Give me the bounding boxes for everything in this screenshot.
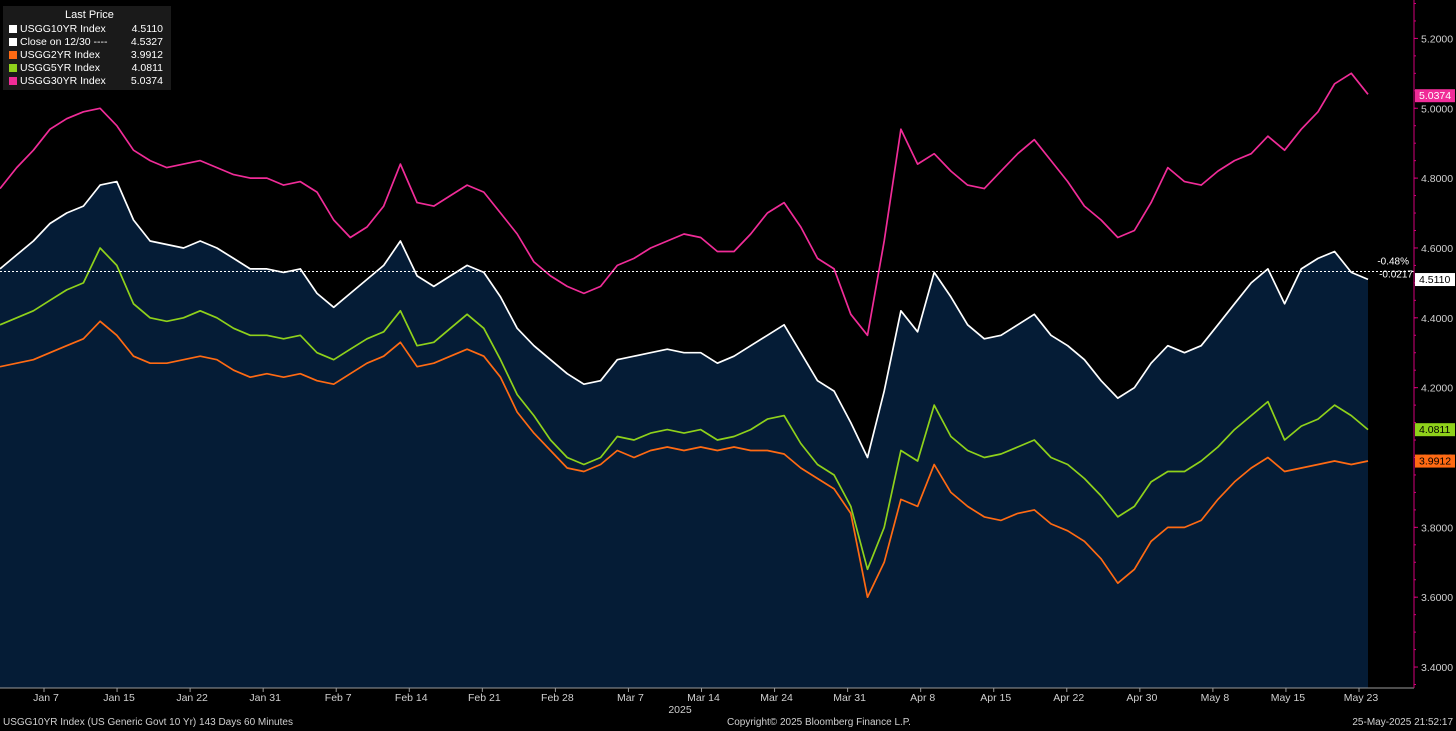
legend-entry-name: USGG10YR Index	[20, 23, 106, 35]
legend-entry-value: 4.0811	[131, 62, 163, 74]
y-tick-label: 5.2000	[1421, 33, 1453, 45]
x-tick-label: Mar 14	[687, 692, 720, 704]
last-value-tag-text: 4.0811	[1419, 424, 1450, 436]
x-tick-label: Feb 14	[395, 692, 428, 704]
x-year-label: 2025	[668, 704, 692, 716]
reference-change-abs: -0.0217	[1379, 269, 1413, 280]
x-tick-label: Feb 28	[541, 692, 574, 704]
x-tick-label: Mar 31	[833, 692, 866, 704]
legend-entry-name: USGG30YR Index	[20, 75, 106, 87]
legend-title: Last Price	[65, 9, 114, 21]
last-value-tag-text: 3.9912	[1419, 456, 1451, 468]
y-tick-label: 4.2000	[1421, 383, 1453, 395]
x-tick-label: Jan 7	[33, 692, 59, 704]
x-tick-label: Apr 8	[910, 692, 935, 704]
legend: Last Price USGG10YR Index 4.5110 Close o…	[3, 6, 171, 90]
last-value-tag	[1415, 273, 1455, 287]
legend-entry-value: 3.9912	[130, 49, 163, 61]
legend-entry: USGG2YR Index 3.9912	[9, 49, 169, 61]
legend-entry: USGG5YR Index 4.0811	[9, 62, 169, 74]
legend-entry: USGG30YR Index 5.0374	[9, 75, 169, 87]
legend-entry-name: USGG2YR Index	[20, 49, 100, 61]
legend-swatch	[9, 64, 17, 72]
x-tick-label: Apr 15	[980, 692, 1011, 704]
series-line-usgg30yr-index	[0, 72, 1369, 337]
legend-entry: USGG10YR Index 4.5110	[9, 23, 169, 35]
x-tick-label: Feb 7	[325, 692, 352, 704]
y-tick-label: 3.4000	[1421, 662, 1453, 674]
y-tick-label: 4.8000	[1421, 173, 1453, 185]
legend-swatch	[9, 51, 17, 59]
last-value-tag	[1415, 423, 1455, 437]
legend-entry-name: USGG5YR Index	[20, 62, 100, 74]
series-line-usgg5yr-index	[0, 247, 1369, 571]
legend-entry: Close on 12/30 ---- 4.5327	[9, 36, 169, 48]
footer-description: USGG10YR Index (US Generic Govt 10 Yr) 1…	[3, 717, 293, 728]
x-tick-label: Jan 22	[176, 692, 208, 704]
area-fill-usgg10yr	[0, 181, 1368, 688]
x-tick-label: Mar 24	[760, 692, 793, 704]
footer-timestamp: 25-May-2025 21:52:17	[1352, 717, 1453, 728]
legend-entry-value: 4.5327	[130, 36, 163, 48]
legend-entry-value: 5.0374	[130, 75, 163, 87]
x-tick-label: May 23	[1344, 692, 1379, 704]
x-tick-label: Apr 22	[1053, 692, 1084, 704]
reference-change-pct: -0.48%	[1377, 256, 1409, 267]
x-tick-label: Mar 7	[617, 692, 644, 704]
y-tick-label: 3.6000	[1421, 592, 1453, 604]
x-tick-label: May 8	[1201, 692, 1230, 704]
x-tick-label: Feb 21	[468, 692, 501, 704]
y-tick-label: 4.4000	[1421, 313, 1453, 325]
last-value-tag	[1415, 454, 1455, 468]
last-value-tag	[1415, 89, 1455, 103]
y-tick-label: 4.6000	[1421, 243, 1453, 255]
x-tick-label: Jan 15	[103, 692, 135, 704]
x-tick-label: Apr 30	[1126, 692, 1157, 704]
y-tick-label: 3.8000	[1421, 522, 1453, 534]
y-tick-label: 5.0000	[1421, 103, 1453, 115]
series-line-usgg10yr-index	[0, 180, 1369, 459]
last-value-tag-text: 5.0374	[1419, 90, 1451, 102]
footer-copyright: Copyright© 2025 Bloomberg Finance L.P.	[727, 717, 911, 728]
legend-entry-name: Close on 12/30 ----	[20, 36, 108, 48]
x-tick-label: May 15	[1271, 692, 1306, 704]
legend-swatch	[9, 38, 17, 46]
legend-swatch	[9, 77, 17, 85]
series-line-usgg2yr-index	[0, 320, 1369, 599]
legend-entry-value: 4.5110	[131, 23, 163, 35]
last-value-tag-text: 4.5110	[1419, 274, 1450, 286]
legend-swatch	[9, 25, 17, 33]
x-tick-label: Jan 31	[249, 692, 281, 704]
